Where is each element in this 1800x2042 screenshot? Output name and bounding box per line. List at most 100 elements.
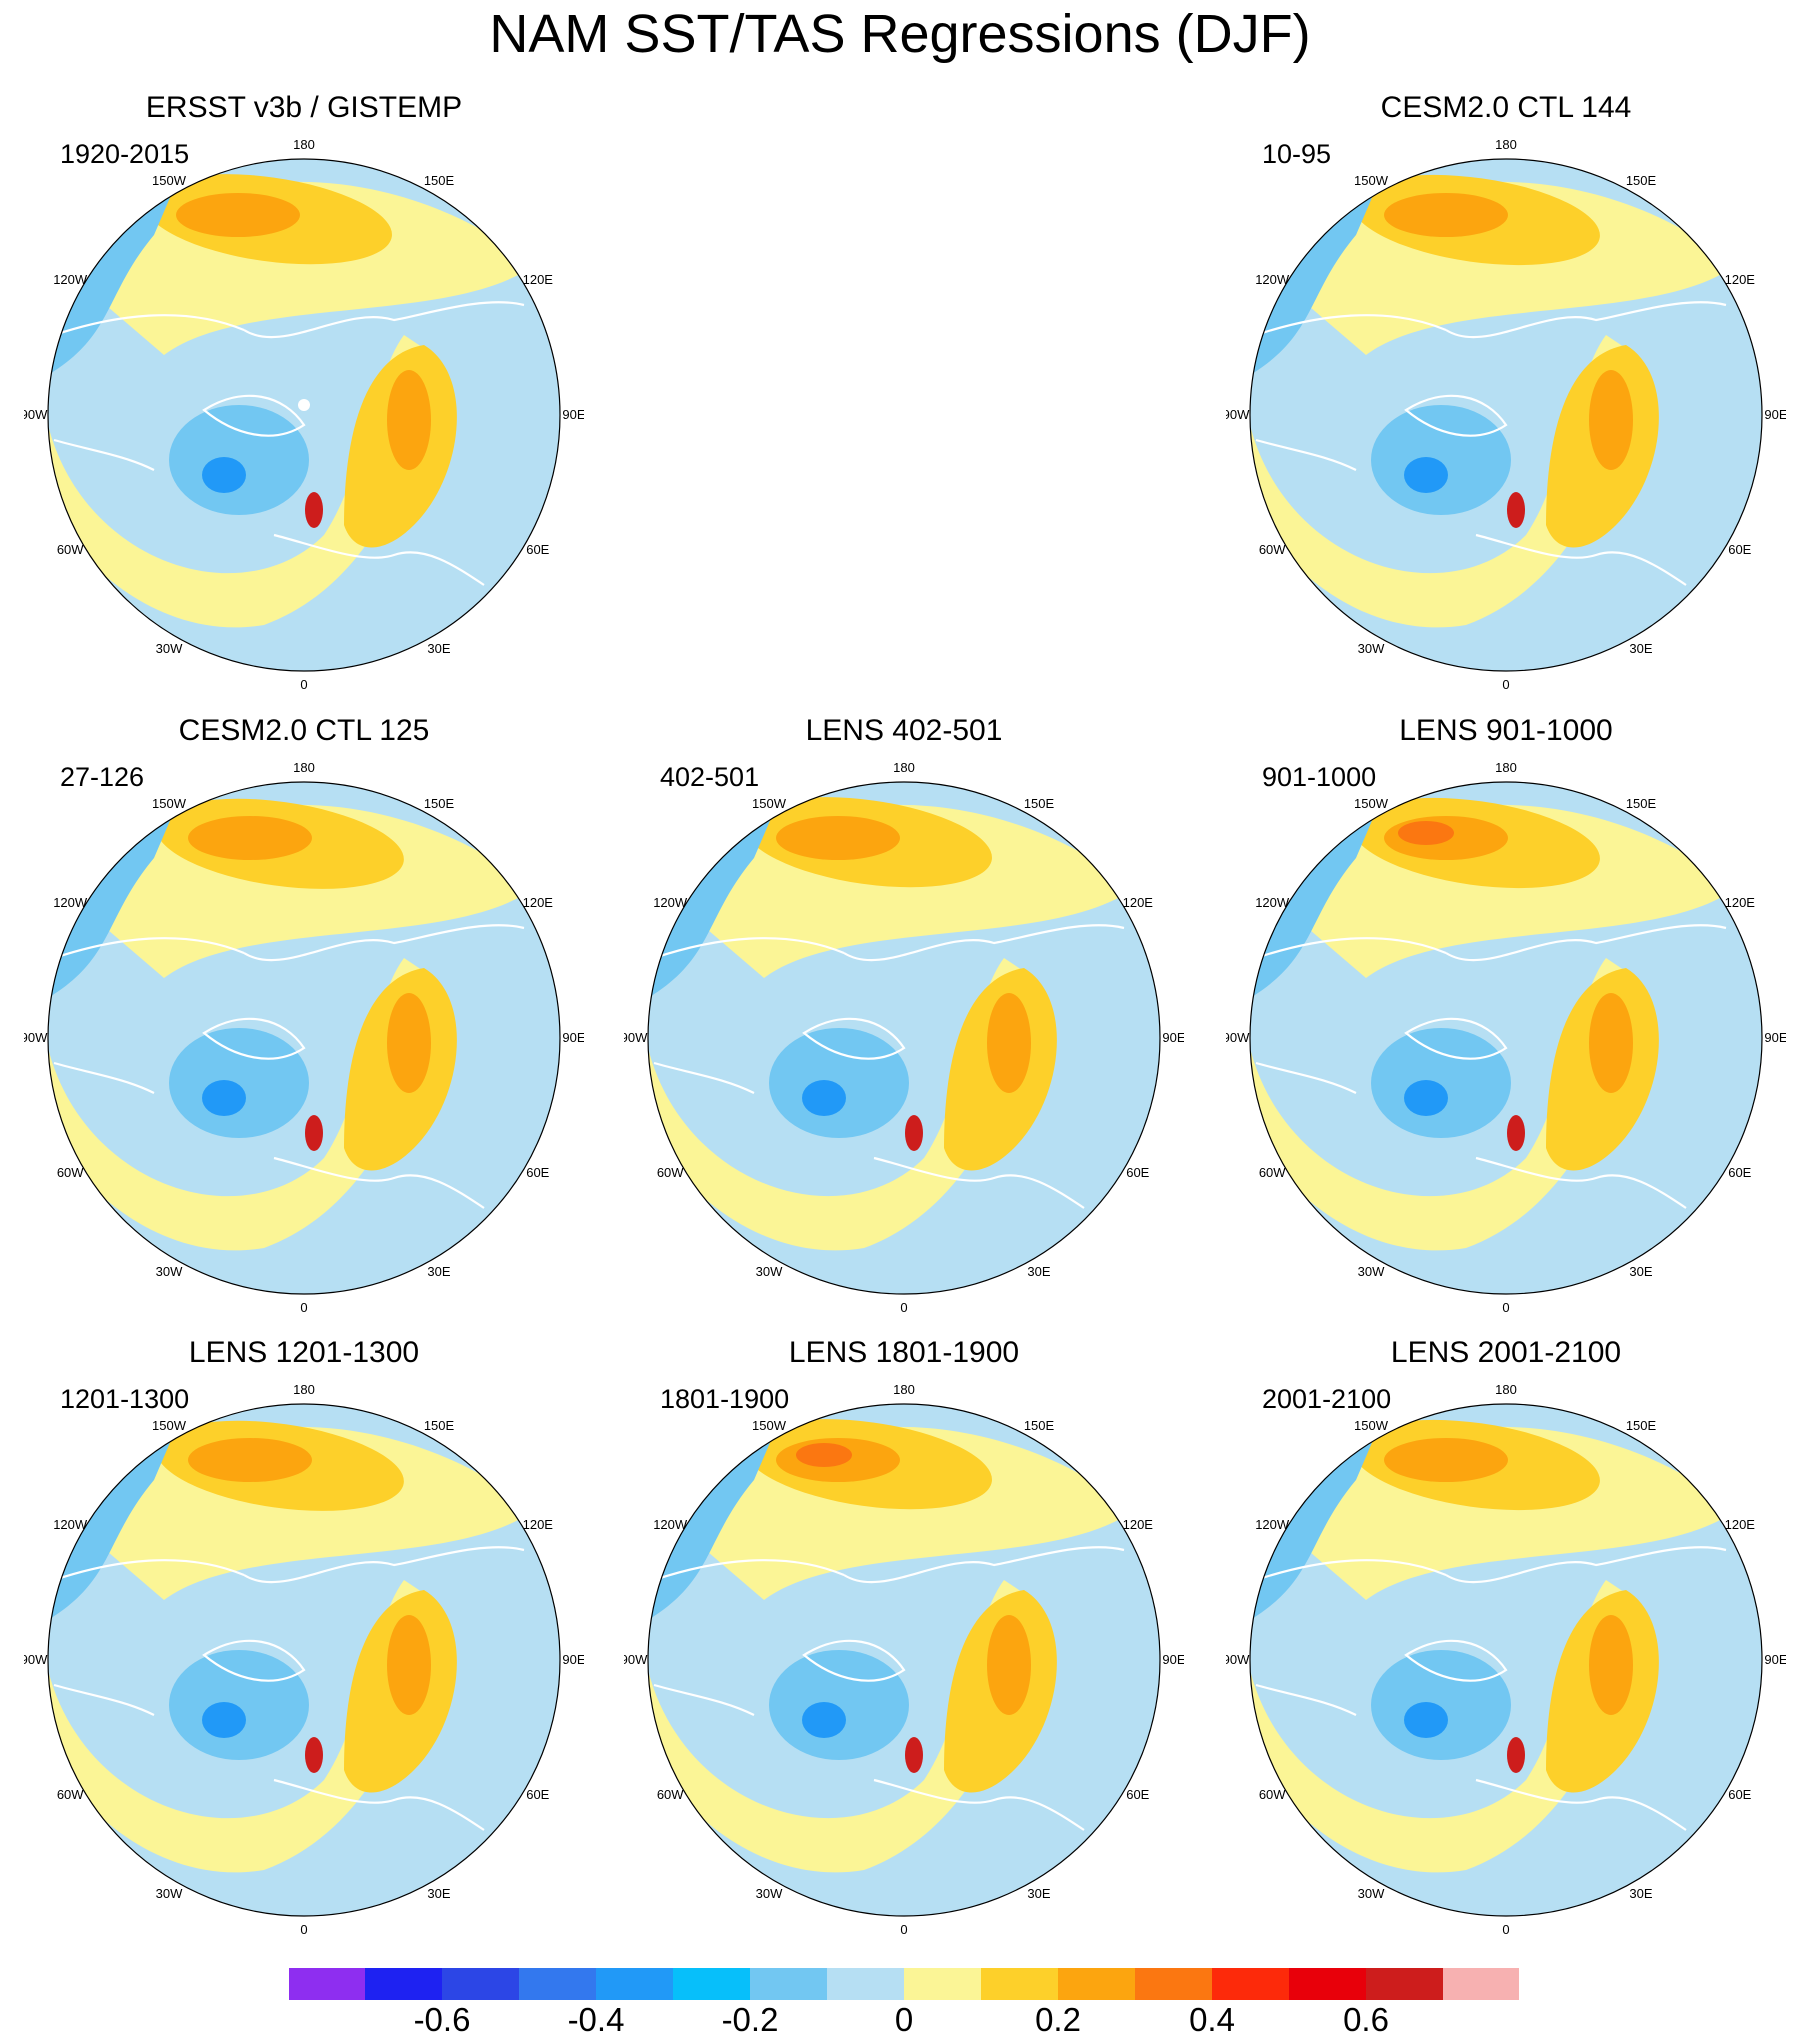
- scandinavia-peak: [305, 1737, 323, 1773]
- coastlines: [53, 1546, 525, 1831]
- eurasia-anomaly-strong: [1589, 1615, 1633, 1715]
- map-panel: 180 150E 120E 90E 60E 30E 0 30W 60W 90W 120W 150W LE…: [624, 713, 1184, 1313]
- panel-years: 402-501: [660, 762, 760, 792]
- labrador-negative-core: [1404, 1702, 1448, 1738]
- longitude-label: 150W: [152, 173, 187, 188]
- colorbar-swatch: [1289, 1967, 1366, 2001]
- greenland-negative: [769, 1650, 909, 1760]
- labrador-negative-core: [802, 1702, 846, 1738]
- panel-title: LENS 402-501: [805, 714, 1003, 747]
- colorbar-swatch: [1443, 1967, 1520, 2001]
- longitude-label: 90W: [624, 1030, 648, 1045]
- scandinavia-peak: [1507, 492, 1525, 528]
- longitude-label: 120E: [1725, 1517, 1756, 1532]
- longitude-label: 150E: [424, 796, 455, 811]
- longitude-label: 60W: [57, 1165, 84, 1180]
- longitude-label: 120W: [1255, 895, 1290, 910]
- longitude-label: 0: [900, 1300, 907, 1313]
- panel-title: LENS 1801-1900: [788, 1336, 1020, 1369]
- polar-map: 180 150E 120E 90E 60E 30E 0 30W 60W 90W 120W 150W: [1226, 137, 1786, 690]
- coastlines: [1255, 301, 1727, 586]
- labrador-negative-core: [202, 1702, 246, 1738]
- missing-data-dot: [298, 399, 310, 411]
- atlantic-eurasia-arc: [648, 1580, 1034, 1873]
- map-panel: 180 150E 120E 90E 60E 30E 0 30W 60W 90W 120W 150W CE…: [24, 713, 584, 1313]
- polar-map: 180 150E 120E 90E 60E 30E 0 30W 60W 90W 120W 150W: [1226, 760, 1786, 1313]
- longitude-label: 120E: [1123, 895, 1154, 910]
- longitude-label: 60W: [657, 1787, 684, 1802]
- map-panel: 180 150E 120E 90E 60E 30E 0 30W 60W 90W 120W 150W CE…: [1226, 90, 1786, 690]
- map-boundary: [647, 781, 1161, 1295]
- longitude-label: 90E: [562, 1030, 584, 1045]
- longitude-label: 30W: [756, 1264, 783, 1279]
- map-panel: 180 150E 120E 90E 60E 30E 0 30W 60W 90W 120W 150W LE…: [1226, 1335, 1786, 1935]
- longitude-label: 0: [1502, 1300, 1509, 1313]
- polar-map: 180 150E 120E 90E 60E 30E 0 30W 60W 90W 120W 150W: [24, 760, 584, 1313]
- longitude-label: 150W: [1354, 173, 1389, 188]
- polar-map: 180 150E 120E 90E 60E 30E 0 30W 60W 90W 120W 150W: [24, 137, 584, 690]
- labrador-negative-core: [1404, 1080, 1448, 1116]
- colorbar-tick-label: -0.6: [413, 2001, 471, 2038]
- longitude-label: 30E: [1629, 1264, 1652, 1279]
- panel-title: CESM2.0 CTL 144: [1380, 91, 1632, 124]
- longitude-label: 60W: [657, 1165, 684, 1180]
- longitude-label: 90W: [24, 407, 48, 422]
- colorbar-swatch: [673, 1967, 750, 2001]
- atlantic-eurasia-arc: [1250, 958, 1636, 1251]
- pacific-anomaly-strong: [176, 193, 300, 237]
- longitude-label: 90W: [24, 1030, 48, 1045]
- western-negative-band: [1250, 165, 1386, 375]
- longitude-label: 180: [893, 760, 915, 775]
- longitude-label: 30W: [1358, 641, 1385, 656]
- longitude-label: 90W: [1226, 407, 1250, 422]
- longitude-label: 0: [1502, 1922, 1509, 1935]
- longitude-label: 90E: [562, 1652, 584, 1667]
- longitude-label: 120W: [653, 1517, 688, 1532]
- coastlines: [1255, 924, 1727, 1209]
- scandinavia-peak: [1507, 1115, 1525, 1151]
- pacific-anomaly-strong: [188, 1438, 312, 1482]
- longitude-label: 0: [300, 1922, 307, 1935]
- greenland-negative: [169, 1650, 309, 1760]
- longitude-label: 180: [293, 760, 315, 775]
- labrador-negative-core: [202, 457, 246, 493]
- western-negative-band: [648, 788, 784, 998]
- colorbar-swatch: [365, 1967, 442, 2001]
- longitude-label: 90E: [1162, 1652, 1184, 1667]
- longitude-label: 90W: [1226, 1030, 1250, 1045]
- eurasia-anomaly-strong: [1589, 370, 1633, 470]
- longitude-label: 90E: [1162, 1030, 1184, 1045]
- eurasia-anomaly-strong: [987, 1615, 1031, 1715]
- longitude-label: 0: [900, 1922, 907, 1935]
- longitude-label: 30W: [1358, 1264, 1385, 1279]
- panel-years: 901-1000: [1262, 762, 1377, 792]
- longitude-label: 60W: [1259, 1787, 1286, 1802]
- longitude-label: 120E: [1123, 1517, 1154, 1532]
- colorbar-swatch: [981, 1967, 1058, 2001]
- pacific-anomaly-strong: [1384, 193, 1508, 237]
- map-boundary: [1249, 158, 1763, 672]
- western-negative-band: [1250, 1410, 1386, 1620]
- longitude-label: 0: [300, 1300, 307, 1313]
- colorbar-tick-label: -0.2: [721, 2001, 779, 2038]
- colorbar-tick-labels: -0.6 -0.4 -0.2 0 0.2 0.4 0.6: [0, 2000, 1800, 2042]
- panel-years: 1801-1900: [660, 1384, 790, 1414]
- colorbar-tick-label: 0.4: [1189, 2001, 1235, 2038]
- longitude-label: 30E: [1629, 1886, 1652, 1901]
- longitude-label: 30W: [156, 641, 183, 656]
- eurasia-anomaly-strong: [987, 993, 1031, 1093]
- map-panel: 180 150E 120E 90E 60E 30E 0 30W 60W 90W 120W 150W ER…: [24, 90, 584, 690]
- panel-years: 10-95: [1262, 139, 1332, 169]
- pacific-anomaly-strong: [776, 816, 900, 860]
- panel-years: 27-126: [60, 762, 145, 792]
- greenland-negative: [769, 1028, 909, 1138]
- longitude-label: 120E: [1725, 895, 1756, 910]
- coastlines: [1255, 1546, 1727, 1831]
- longitude-label: 90E: [1764, 1030, 1786, 1045]
- longitude-label: 90E: [1764, 407, 1786, 422]
- map-panel: 180 150E 120E 90E 60E 30E 0 30W 60W 90W 120W 150W LE…: [1226, 713, 1786, 1313]
- longitude-label: 180: [1495, 1382, 1517, 1397]
- longitude-label: 60W: [1259, 1165, 1286, 1180]
- longitude-label: 60W: [57, 542, 84, 557]
- panel-years: 1201-1300: [60, 1384, 190, 1414]
